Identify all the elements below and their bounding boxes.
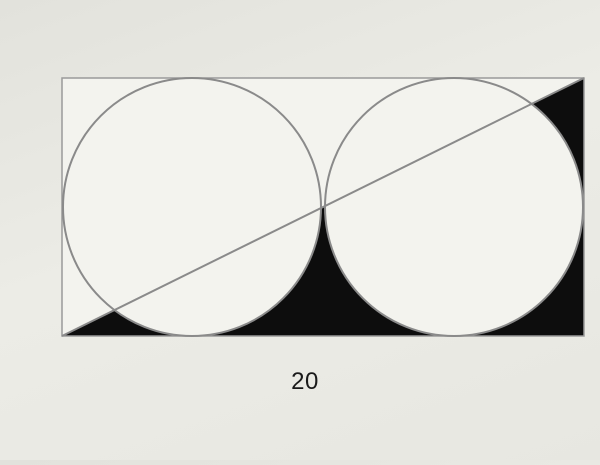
diagonal-line — [61, 77, 585, 337]
width-dimension-label: 20 — [291, 368, 319, 395]
